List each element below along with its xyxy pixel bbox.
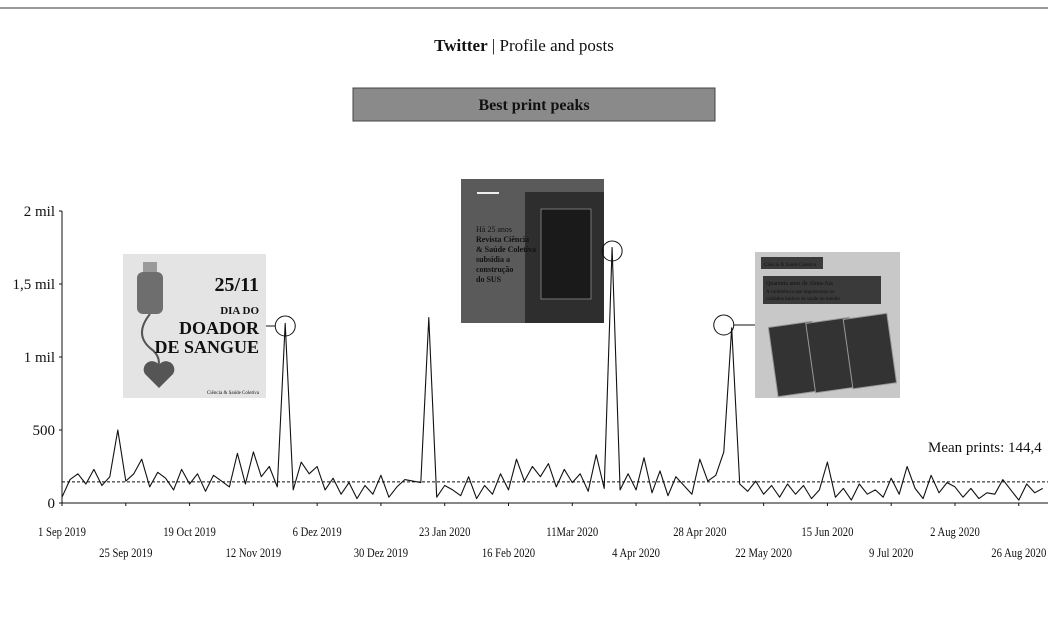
mean-label: Mean prints: 144,4 — [928, 440, 1042, 456]
y-tick-label: 0 — [48, 496, 56, 512]
callout-text: Ciência & Saúde Coletiva — [764, 263, 817, 268]
x-tick-label: 28 Apr 2020 — [673, 524, 726, 539]
callout-text: Revista Ciência — [476, 235, 529, 244]
x-tick-label: 19 Oct 2019 — [163, 524, 216, 539]
callout-text: subsidia a — [476, 255, 510, 264]
y-tick-label: 1 mil — [24, 350, 55, 366]
x-tick-label: 15 Jun 2020 — [801, 524, 853, 539]
title-bold: Twitter — [434, 36, 488, 55]
chart-title: Twitter | Profile and posts — [434, 36, 614, 55]
magazine — [843, 313, 896, 388]
callout-text: Quarenta anos de Alma-Ata — [766, 281, 833, 287]
callout-text: 25/11 — [215, 274, 259, 296]
callout-text: DOADOR — [179, 318, 260, 338]
blood-bag — [137, 272, 163, 314]
callout-text: & Saúde Coletiva — [476, 245, 536, 254]
y-tick-label: 2 mil — [24, 204, 55, 220]
callout-text: construção — [476, 265, 513, 274]
x-tick-label: 2 Aug 2020 — [930, 524, 980, 539]
x-tick-label: 11Mar 2020 — [546, 524, 598, 539]
callout-image: Ciência & Saúde Coletiva Quarenta anos de… — [755, 252, 900, 398]
y-tick-label: 500 — [33, 423, 56, 439]
subtitle: Best print peaks — [478, 97, 589, 114]
x-tick-label: 4 Apr 2020 — [612, 545, 660, 560]
x-tick-label: 25 Sep 2019 — [99, 545, 152, 560]
x-tick-label: 30 Dez 2019 — [354, 545, 408, 560]
callout-text: DIA DO — [220, 305, 259, 317]
callout-text: do SUS — [476, 275, 502, 284]
callout-text: A conferência que impulsionou os — [766, 290, 834, 295]
callout-text: Ciência & Saúde Coletiva — [207, 391, 260, 396]
y-tick-label: 1,5 mil — [12, 277, 55, 293]
image-cover — [541, 209, 591, 299]
title-rest: | Profile and posts — [492, 36, 614, 55]
x-tick-label: 12 Nov 2019 — [226, 545, 282, 560]
bag-cap — [143, 262, 157, 272]
callout-text: cuidados básicos de saúde no mundo — [766, 297, 840, 302]
x-tick-label: 6 Dez 2019 — [293, 524, 342, 539]
x-tick-label: 1 Sep 2019 — [38, 524, 86, 539]
callout-text: DE SANGUE — [154, 337, 259, 357]
x-tick-label: 9 Jul 2020 — [869, 545, 913, 560]
chart: Twitter | Profile and posts Best print p… — [0, 0, 1048, 637]
callout-text: Há 25 anos — [476, 225, 512, 234]
x-tick-label: 26 Aug 2020 — [991, 545, 1046, 560]
x-tick-label: 16 Feb 2020 — [482, 545, 535, 560]
x-tick-label: 22 May 2020 — [735, 545, 792, 560]
x-tick-label: 23 Jan 2020 — [419, 524, 471, 539]
